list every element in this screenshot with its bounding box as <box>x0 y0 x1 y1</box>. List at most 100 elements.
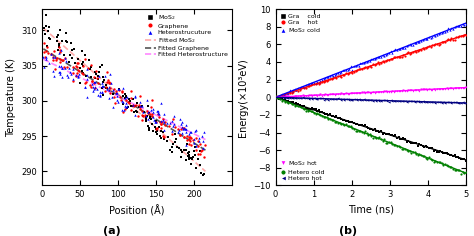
Point <box>312 112 319 116</box>
Point <box>55 42 63 46</box>
Point <box>196 152 204 156</box>
Point <box>309 94 316 98</box>
Point <box>129 103 137 107</box>
Point <box>313 94 321 98</box>
Point <box>64 76 72 79</box>
Point <box>414 88 422 92</box>
Point <box>200 130 208 134</box>
Point <box>106 87 114 90</box>
Point <box>371 57 378 61</box>
Point <box>78 69 86 73</box>
Point <box>432 88 439 91</box>
Point <box>123 95 131 98</box>
Point <box>348 68 356 72</box>
Point <box>171 132 179 136</box>
Point <box>435 100 442 104</box>
Point <box>462 22 470 26</box>
Point <box>159 134 166 138</box>
Point <box>130 110 137 114</box>
Point <box>297 105 305 109</box>
Point <box>112 89 119 93</box>
Point <box>198 148 206 152</box>
Point <box>310 82 318 86</box>
Point <box>376 130 383 134</box>
Point <box>401 89 409 93</box>
Point <box>132 103 139 107</box>
Point <box>132 104 139 108</box>
Point <box>428 43 436 47</box>
Point <box>422 156 429 160</box>
Point <box>390 99 398 103</box>
Point <box>445 152 452 156</box>
Point <box>282 93 289 96</box>
Point <box>153 127 160 131</box>
Point <box>350 97 358 101</box>
Point <box>389 57 396 60</box>
Point <box>425 146 433 150</box>
Point <box>136 105 143 109</box>
Point <box>288 100 295 104</box>
Point <box>136 107 144 111</box>
Point <box>334 92 342 96</box>
Point <box>58 75 66 79</box>
Point <box>416 89 423 93</box>
Point <box>113 94 121 98</box>
Point <box>191 129 199 133</box>
Point <box>276 95 284 98</box>
Point <box>101 89 109 93</box>
Point <box>282 98 289 102</box>
Point <box>449 167 457 171</box>
Point <box>108 95 116 99</box>
Point <box>153 109 161 113</box>
Point <box>160 131 167 134</box>
Point <box>95 74 103 78</box>
Point <box>318 96 326 100</box>
Point <box>353 98 361 101</box>
Point <box>182 158 190 161</box>
Point <box>297 86 305 90</box>
Point <box>44 46 51 49</box>
Point <box>337 122 345 126</box>
Point <box>90 75 98 79</box>
Point <box>304 109 311 113</box>
Point <box>170 122 177 126</box>
Point <box>191 137 198 140</box>
Point <box>460 157 468 161</box>
Point <box>53 56 61 59</box>
Point <box>46 61 53 65</box>
Point <box>55 43 63 47</box>
Point <box>433 150 441 154</box>
Point <box>445 26 452 30</box>
Point <box>366 98 374 102</box>
Point <box>342 98 350 101</box>
Point <box>456 34 463 38</box>
Point <box>118 89 126 93</box>
Point <box>329 97 337 101</box>
Point <box>329 118 337 122</box>
Point <box>369 128 377 132</box>
Point <box>56 48 64 52</box>
Point <box>91 80 99 84</box>
Point <box>146 116 154 120</box>
Point <box>403 89 410 93</box>
Point <box>124 100 132 104</box>
Point <box>401 137 409 141</box>
Point <box>443 29 450 33</box>
Point <box>433 88 441 91</box>
Point <box>403 148 410 152</box>
Point <box>81 57 89 61</box>
Point <box>180 126 188 130</box>
Point <box>296 88 303 92</box>
Point <box>449 27 457 30</box>
Point <box>296 96 303 100</box>
Point <box>424 100 431 104</box>
Point <box>427 36 435 40</box>
Point <box>185 142 192 146</box>
Point <box>411 88 419 92</box>
Point <box>192 144 200 148</box>
Point <box>278 94 286 98</box>
Point <box>336 116 343 120</box>
Point <box>192 148 200 152</box>
Point <box>144 114 151 118</box>
Point <box>296 103 303 107</box>
